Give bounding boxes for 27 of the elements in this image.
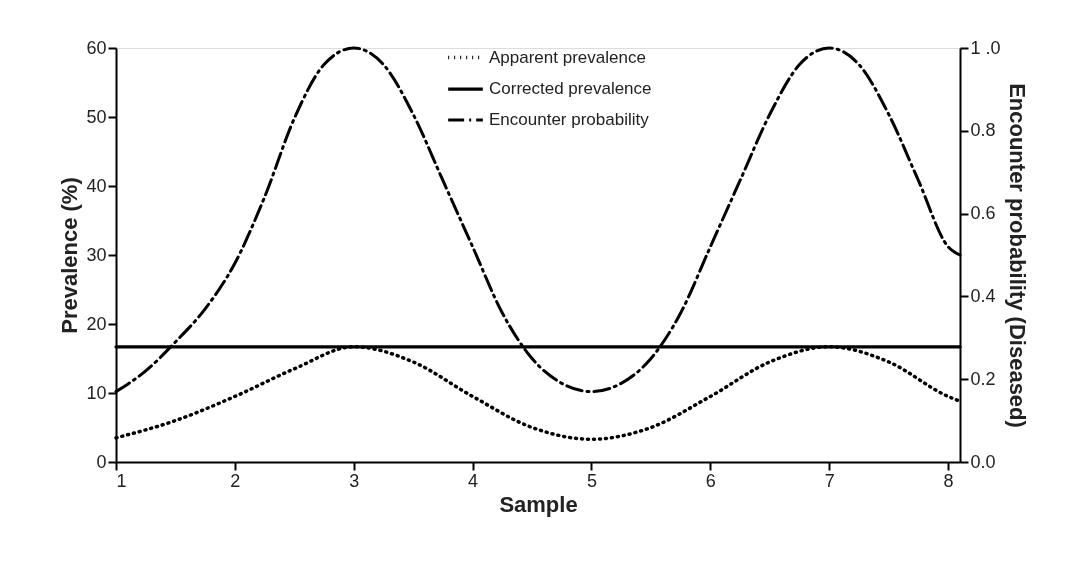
y-tick-label: 50 bbox=[86, 106, 107, 127]
legend-label: Encounter probability bbox=[489, 110, 650, 129]
y2-tick-label: 0.2 bbox=[970, 368, 996, 389]
y-tick-label: 0 bbox=[96, 451, 107, 472]
y2-tick-label: 0.8 bbox=[970, 120, 996, 141]
x-tick-label: 1 bbox=[116, 470, 127, 491]
x-tick-label: 5 bbox=[586, 470, 597, 491]
x-axis-title: Sample bbox=[499, 491, 578, 517]
x-tick-label: 3 bbox=[349, 470, 360, 491]
legend-label: Corrected prevalence bbox=[489, 79, 652, 98]
y-axis-title: Prevalence (%) bbox=[57, 177, 83, 334]
y2-axis-title: Encounter probability (Diseased) bbox=[1004, 83, 1030, 428]
y2-tick-label: 0.4 bbox=[970, 285, 996, 306]
x-tick-label: 8 bbox=[943, 470, 954, 491]
x-tick-label: 2 bbox=[230, 470, 241, 491]
y-tick-label: 40 bbox=[86, 175, 107, 196]
y2-tick-label: 1 .0 bbox=[970, 37, 1001, 58]
y-tick-label: 10 bbox=[86, 382, 107, 403]
x-tick-label: 6 bbox=[705, 470, 716, 491]
y-tick-label: 60 bbox=[86, 37, 107, 58]
x-tick-label: 7 bbox=[824, 470, 835, 491]
y2-tick-label: 0.6 bbox=[970, 203, 996, 224]
x-tick-label: 4 bbox=[468, 470, 479, 491]
y-tick-label: 30 bbox=[86, 244, 107, 265]
y-tick-label: 20 bbox=[86, 313, 107, 334]
legend-label: Apparent prevalence bbox=[489, 47, 646, 67]
y2-tick-label: 0.0 bbox=[970, 451, 996, 472]
